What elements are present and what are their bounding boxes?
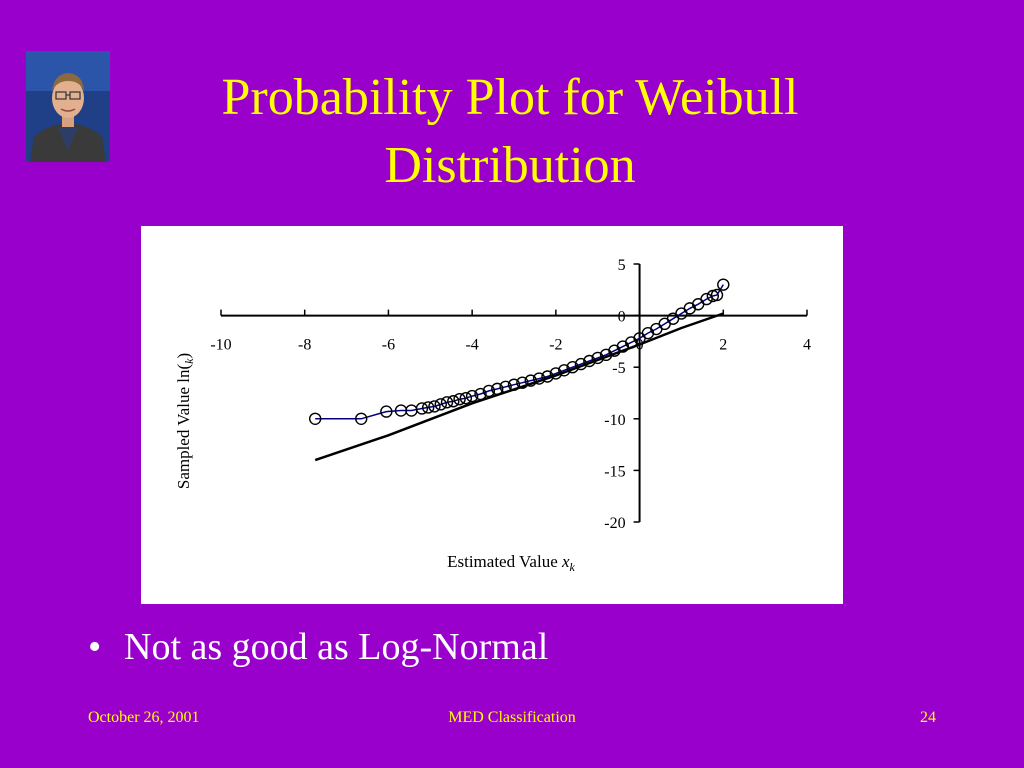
sample-series-line bbox=[315, 284, 724, 420]
x-tick-label: 2 bbox=[719, 337, 727, 354]
x-tick-label: -10 bbox=[210, 337, 231, 354]
tick-labels-group: -10 -8 -6 -4 -2 0 2 450-5-10-15-20 bbox=[210, 257, 811, 532]
y-tick-label: -20 bbox=[604, 515, 625, 532]
footer-page-number: 24 bbox=[920, 709, 936, 726]
sample-point bbox=[491, 382, 504, 396]
footer-title: MED Classification bbox=[448, 709, 576, 726]
sample-point bbox=[591, 351, 604, 365]
sample-point bbox=[499, 380, 512, 394]
sample-point bbox=[421, 401, 435, 414]
x-tick-label: -6 bbox=[382, 337, 395, 354]
sample-point bbox=[574, 357, 588, 371]
y-tick-label: -5 bbox=[612, 360, 625, 377]
sample-point bbox=[453, 392, 466, 406]
bullet-symbol: • bbox=[88, 626, 102, 668]
sample-point bbox=[355, 412, 368, 426]
slide-title: Probability Plot for Weibull Distributio… bbox=[130, 64, 890, 200]
sample-point bbox=[440, 396, 454, 409]
slide-title-line1: Probability Plot for Weibull bbox=[221, 69, 799, 126]
sample-point bbox=[428, 400, 441, 413]
sample-point bbox=[447, 395, 460, 408]
axes-group bbox=[220, 263, 808, 523]
y-axis-label-sub: k bbox=[182, 358, 196, 364]
chart-svg: -10 -8 -6 -4 -2 0 2 450-5-10-15-20 Estimated Va… bbox=[174, 257, 811, 574]
sample-point bbox=[516, 376, 529, 389]
sample-point bbox=[380, 405, 393, 418]
sample-point bbox=[717, 278, 730, 291]
sample-point bbox=[465, 389, 479, 403]
slide-title-line2: Distribution bbox=[384, 137, 636, 194]
sample-point bbox=[507, 378, 521, 391]
bullet-item: • Not as good as Log-Normal bbox=[88, 622, 548, 672]
sample-point bbox=[474, 387, 487, 401]
y-axis-label: Sampled Value ln(k) bbox=[174, 353, 196, 489]
y-tick-label: 5 bbox=[618, 257, 626, 274]
sample-point bbox=[583, 354, 596, 368]
x-tick-label: -8 bbox=[298, 337, 311, 354]
x-axis-label-sub: k bbox=[570, 560, 576, 574]
sample-series-group bbox=[308, 278, 730, 426]
sample-point bbox=[459, 391, 473, 405]
x-axis-label: Estimated Value xk bbox=[447, 552, 575, 574]
footer-date: October 26, 2001 bbox=[88, 709, 200, 726]
sample-point bbox=[482, 384, 496, 398]
x-axis-label-var: x bbox=[561, 552, 570, 571]
sample-point bbox=[549, 367, 563, 380]
x-tick-label: -4 bbox=[465, 337, 478, 354]
presenter-photo bbox=[26, 51, 110, 162]
x-tick-label: 0 bbox=[636, 337, 644, 354]
x-axis-label-text: Estimated Value bbox=[447, 552, 562, 571]
y-axis-label-text: Sampled Value ln( bbox=[174, 364, 193, 490]
sample-point bbox=[700, 292, 713, 306]
sample-point bbox=[558, 364, 571, 377]
sample-point bbox=[415, 402, 429, 415]
sample-point bbox=[434, 398, 447, 411]
y-axis-label-close: ) bbox=[174, 353, 193, 359]
sample-point bbox=[308, 412, 322, 426]
y-tick-label: -10 bbox=[604, 412, 625, 429]
sample-point bbox=[566, 360, 579, 374]
y-tick-label: 0 bbox=[618, 309, 626, 326]
x-tick-label: -2 bbox=[549, 337, 562, 354]
y-tick-label: -15 bbox=[604, 463, 625, 480]
sample-point bbox=[524, 374, 537, 387]
bullet-text: Not as good as Log-Normal bbox=[124, 626, 549, 668]
sample-point bbox=[532, 372, 546, 385]
x-tick-label: 4 bbox=[803, 337, 811, 354]
sample-point bbox=[541, 370, 554, 383]
sample-point bbox=[710, 288, 724, 302]
probability-plot-chart: -10 -8 -6 -4 -2 0 2 4 5 0 -5 -10 -15 -20 Estimated Va… bbox=[141, 226, 843, 604]
